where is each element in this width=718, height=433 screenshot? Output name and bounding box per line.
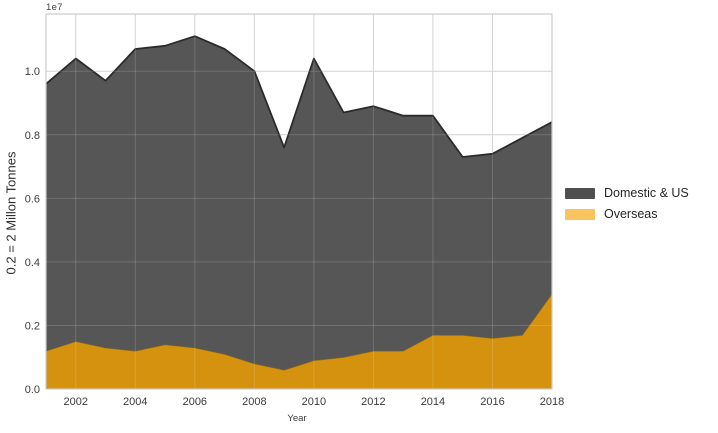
x-tick-label: 2018 (540, 396, 564, 408)
y-axis-offset-text: 1e7 (46, 2, 63, 13)
x-tick-label: 2012 (361, 396, 385, 408)
x-tick-label: 2014 (421, 396, 445, 408)
x-tick-label: 2006 (183, 396, 207, 408)
y-tick-label: 0.2 (25, 320, 40, 332)
x-axis-label: Year (287, 413, 307, 424)
y-tick-label: 0.0 (25, 384, 40, 396)
legend-label-domestic-us: Domestic & US (604, 186, 689, 200)
legend-item-overseas: Overseas (565, 207, 689, 221)
legend-item-domestic-us: Domestic & US (565, 186, 689, 200)
x-tick-label: 2016 (480, 396, 504, 408)
x-tick-label: 2002 (64, 396, 88, 408)
plot-border (45, 13, 553, 390)
legend: Domestic & US Overseas (565, 186, 689, 221)
y-tick-label: 0.4 (25, 257, 40, 269)
x-tick-label: 2010 (302, 396, 326, 408)
legend-swatch-domestic-us (565, 187, 595, 199)
area-domestic-us (46, 36, 552, 370)
y-tick-label: 0.8 (25, 130, 40, 142)
y-tick-label: 1.0 (25, 66, 40, 78)
x-tick-label: 2004 (123, 396, 147, 408)
area-overseas (46, 293, 552, 389)
y-tick-label: 0.6 (25, 193, 40, 205)
x-tick-label: 2008 (242, 396, 266, 408)
edge-line-domestic-us (45, 35, 553, 158)
legend-label-overseas: Overseas (604, 207, 658, 221)
legend-swatch-overseas (565, 208, 595, 220)
